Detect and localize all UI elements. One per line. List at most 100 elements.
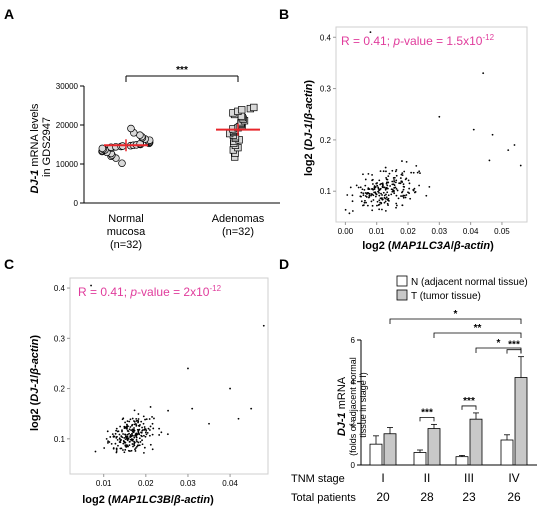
panel-b-point: [367, 196, 370, 199]
panel-c-point: [158, 434, 161, 436]
panel-c-point: [152, 427, 155, 430]
panel-c-point: [149, 406, 152, 408]
panel-b-point: [395, 202, 398, 205]
panel-d-patient-count: 28: [420, 490, 434, 504]
panel-c-xtick-label: 0.02: [138, 479, 154, 488]
panel-b-point: [362, 204, 364, 207]
panel-c-point: [167, 409, 169, 412]
panel-b-point: [398, 182, 401, 185]
panel-b-point: [377, 190, 379, 193]
panel-c-point: [187, 367, 189, 370]
panel-d-bracket-star: *: [497, 338, 501, 349]
panel-c-point: [141, 429, 144, 432]
panel-c-xlabel-p3: β-actin: [173, 494, 210, 506]
panel-c-point: [125, 444, 128, 446]
panel-b-stat-r: R = 0.41;: [341, 34, 393, 48]
panel-d-bracket: [475, 347, 522, 353]
panel-c-point: [134, 434, 137, 437]
panel-c-point: [119, 447, 122, 450]
panel-b-point: [371, 193, 374, 196]
panel-c-point: [115, 436, 118, 439]
panel-c-point: [137, 413, 140, 415]
panel-c-point: [129, 438, 132, 441]
panel-b-point: [378, 203, 381, 206]
panel-b-point: [387, 181, 390, 184]
panel-c-xlabel-p1: MAP1LC3B: [112, 494, 171, 506]
panel-c-point: [133, 442, 136, 445]
panel-b-point: [349, 186, 352, 189]
panel-c-point: [132, 445, 134, 448]
panel-d-stage-label: IV: [508, 471, 519, 485]
panel-c-point: [111, 433, 114, 436]
panel-c-point: [122, 442, 125, 445]
legend-swatch-n: [396, 275, 408, 287]
panel-c-point: [129, 434, 132, 436]
panel-c-point: [142, 422, 145, 425]
panel-b-point: [392, 190, 395, 193]
panel-b-point: [366, 191, 369, 194]
panel-d-stage-label: III: [464, 471, 474, 485]
panel-c-point: [123, 436, 126, 439]
panel-c-point: [128, 432, 130, 435]
panel-b-point: [372, 188, 375, 191]
panel-b-point: [360, 191, 363, 194]
panel-b-point: [384, 209, 387, 212]
panel-b-point: [418, 170, 421, 173]
panel-b-point: [383, 186, 386, 189]
panel-b-point: [391, 183, 394, 186]
panel-c-point: [115, 427, 118, 430]
panel-label-c: C: [4, 256, 14, 272]
panel-c-points: [90, 284, 265, 454]
panel-c-point: [166, 433, 169, 436]
panel-b-point: [507, 149, 510, 152]
panel-b-point: [379, 170, 382, 173]
panel-b-point: [393, 176, 396, 179]
panel-c-point: [145, 418, 148, 421]
panel-b-point: [385, 176, 387, 179]
panel-c-point: [131, 432, 133, 435]
panel-b-point: [386, 191, 389, 194]
panel-b-point: [370, 194, 372, 197]
panel-a-point: [250, 103, 258, 112]
panel-d-ylabel-line2: (folds of adjacent normal: [348, 357, 358, 456]
panel-c-point: [121, 436, 124, 439]
panel-c-point: [107, 440, 109, 442]
panel-c-point: [133, 444, 136, 447]
panel-c-point: [130, 438, 133, 440]
panel-b-point: [373, 191, 376, 194]
panel-b-ytick-label: 0.4: [320, 33, 332, 42]
panel-d-stage-bracket: [419, 416, 435, 422]
panel-c-point: [124, 433, 127, 436]
panel-b-point: [381, 194, 383, 196]
panel-b-point: [395, 194, 398, 197]
panel-c-point: [149, 425, 152, 428]
panel-b-point: [404, 178, 407, 181]
panel-c-point: [136, 445, 138, 448]
panel-b-point: [381, 183, 384, 186]
panel-c-point: [134, 422, 137, 425]
panel-b-point: [365, 201, 367, 204]
panel-b-point: [400, 180, 403, 183]
panel-c-point: [143, 446, 146, 449]
panel-b-point: [363, 188, 366, 191]
panel-b-point: [348, 212, 351, 215]
panel-c-point: [130, 449, 133, 452]
panel-b-point: [378, 194, 381, 197]
panel-c-point: [151, 448, 154, 451]
panel-c-point: [126, 430, 129, 432]
panel-b-point: [364, 192, 367, 194]
panel-c-point: [160, 431, 163, 434]
panel-b-point: [387, 199, 389, 202]
panel-b-xlabel-p0: log2 (: [362, 240, 392, 252]
panel-b-point: [416, 171, 419, 174]
panel-b-point: [388, 172, 391, 175]
panel-b-point: [425, 194, 428, 197]
panel-b-point: [395, 204, 398, 207]
panel-c-point: [128, 428, 131, 431]
panel-c-point: [138, 428, 141, 431]
panel-b-axes: 0.00 0.01 0.02 0.03 0.04 0.05 0.1 0.2 0.3 0.4: [320, 26, 528, 236]
panel-b-point: [390, 193, 393, 196]
panel-b-point: [351, 210, 354, 212]
panel-d-bar-t: [514, 377, 528, 466]
panel-b-point: [419, 172, 421, 175]
